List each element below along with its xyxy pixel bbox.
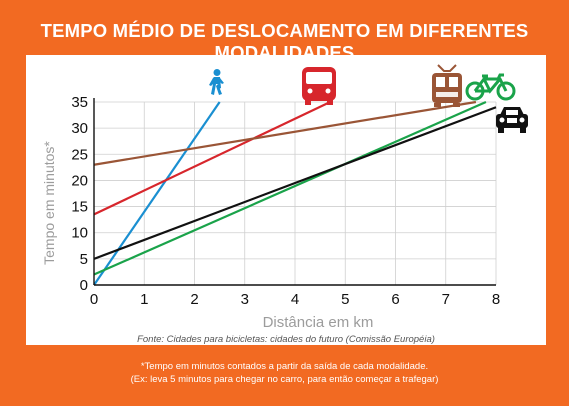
x-tick-label: 4 xyxy=(291,291,299,308)
bus-icon xyxy=(302,67,336,105)
series-line-bus xyxy=(93,101,331,216)
source-note: Fonte: Cidades para bicicletas: cidades … xyxy=(137,334,435,345)
chart-panel: 0 1 2 3 4 5 6 7 8 0 5 10 15 20 25 30 35 Distância em km … xyxy=(26,55,546,345)
tram-icon xyxy=(432,64,462,107)
x-tick-label: 8 xyxy=(492,291,500,308)
pedestrian-icon xyxy=(209,69,224,95)
x-tick-label: 3 xyxy=(241,291,249,308)
footnote-line-1: *Tempo em minutos contados a partir da s… xyxy=(140,361,429,372)
footnote-line-2: (Ex: leva 5 minutos para chegar no carro… xyxy=(130,374,439,385)
x-tick-label: 1 xyxy=(140,291,148,308)
car-icon xyxy=(496,107,528,133)
y-tick-label: 20 xyxy=(71,172,88,189)
tick-labels: 0 1 2 3 4 5 6 7 8 0 5 10 15 20 25 30 35 xyxy=(71,94,500,308)
x-tick-label: 0 xyxy=(90,291,98,308)
series-line-pedestrian xyxy=(93,101,221,286)
axes xyxy=(93,98,496,286)
y-tick-label: 5 xyxy=(80,251,88,268)
y-tick-label: 30 xyxy=(71,120,88,137)
y-tick-label: 35 xyxy=(71,94,88,111)
bicycle-icon xyxy=(465,73,516,101)
x-tick-label: 5 xyxy=(341,291,349,308)
x-tick-label: 6 xyxy=(391,291,399,308)
x-tick-label: 2 xyxy=(190,291,198,308)
series-lines xyxy=(93,100,497,286)
series-line-car xyxy=(93,106,497,260)
y-tick-label: 15 xyxy=(71,199,88,216)
series-line-bicycle xyxy=(93,100,487,276)
y-tick-label: 25 xyxy=(71,146,88,163)
y-axis-label: Tempo em minutos* xyxy=(41,141,57,265)
y-tick-label: 10 xyxy=(71,225,88,242)
x-tick-label: 7 xyxy=(442,291,450,308)
x-axis-label: Distância em km xyxy=(263,314,374,331)
series-line-tram xyxy=(93,100,477,166)
y-tick-label: 0 xyxy=(80,277,88,294)
